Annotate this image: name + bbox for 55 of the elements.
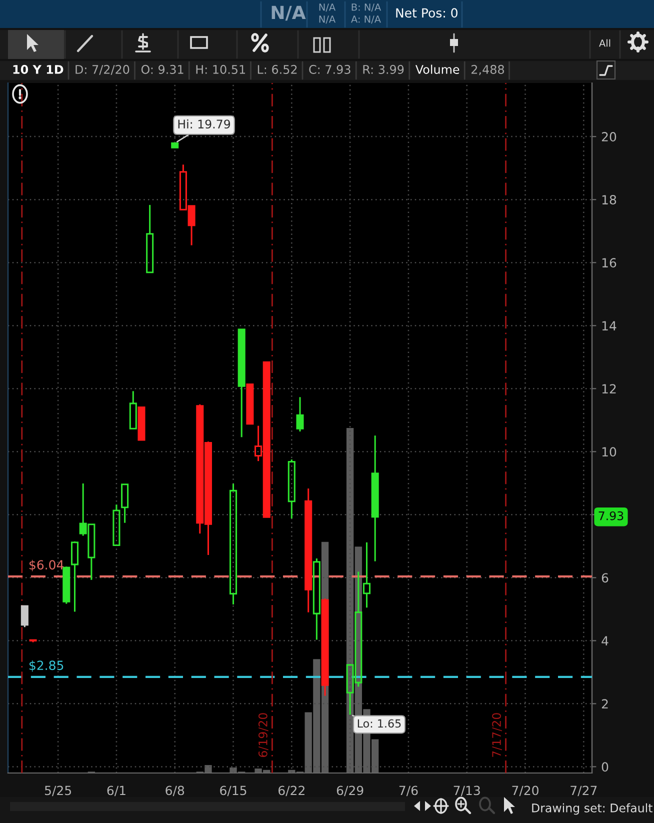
x-tick-label: 7/13 — [454, 786, 480, 796]
x-tick-label: 7/6 — [399, 786, 418, 796]
ref-line-label: $2.85 — [29, 660, 64, 672]
candlestick — [146, 204, 154, 274]
ref-line-label: $6.04 — [29, 560, 64, 572]
text: 7.93 — [598, 511, 624, 520]
y-tick-label: 20 — [602, 132, 616, 142]
candlestick — [371, 434, 379, 562]
candlestick — [138, 406, 146, 441]
y-tick-label: 0 — [602, 762, 608, 772]
x-tick-label: 6/1 — [107, 786, 126, 796]
x-tick-label: 6/8 — [166, 786, 184, 796]
ref-line-label: 6/19/20 — [258, 713, 268, 757]
text: 2,488 — [472, 64, 504, 76]
text: A: N/A — [351, 16, 381, 24]
text: Volume — [415, 64, 460, 74]
y-tick-label: 14 — [602, 321, 616, 330]
y-tick-label: 18 — [602, 195, 616, 204]
candlestick — [296, 396, 304, 432]
candlestick — [238, 328, 246, 438]
chart-title: 10 Y 1D — [13, 64, 64, 74]
x-tick-label: 7/27 — [570, 786, 597, 796]
x-tick-label: 6/22 — [278, 786, 304, 796]
text: D: 7/2/20 — [76, 64, 130, 75]
ref-line-label: 7/17/20 — [492, 713, 502, 757]
candlestick — [171, 142, 179, 148]
candlestick — [129, 390, 137, 430]
text: All — [599, 39, 610, 47]
y-tick-label: 2 — [602, 699, 608, 708]
text: R: 3.99 — [363, 64, 404, 74]
x-tick-label: 5/25 — [44, 786, 71, 796]
x-tick-label: 7/20 — [512, 786, 538, 796]
candlestick — [246, 383, 254, 425]
x-tick-label: 6/29 — [336, 786, 364, 796]
y-tick-label: 10 — [602, 447, 616, 457]
text: L: 6.52 — [258, 64, 297, 74]
text: C: 7.93 — [309, 64, 350, 74]
x-tick-label: 6/15 — [220, 786, 246, 796]
annotation: Hi: 19.79 — [178, 119, 230, 129]
candlestick — [121, 484, 129, 524]
text: Net Pos: 0 — [396, 8, 458, 18]
text: B: N/A — [352, 4, 382, 12]
text: O: 9.31 — [141, 64, 184, 74]
y-tick-label: 16 — [602, 258, 616, 268]
text: Drawing set: Default — [532, 803, 652, 815]
y-tick-label: 4 — [602, 636, 608, 646]
text: H: 10.51 — [196, 64, 246, 74]
text: N/A — [319, 16, 336, 24]
y-tick-label: 12 — [602, 384, 616, 394]
text: N/A — [272, 6, 306, 21]
y-tick-label: 6 — [602, 573, 608, 583]
annotation: Lo: 1.65 — [358, 719, 401, 728]
text: N/A — [319, 4, 336, 12]
candlestick — [304, 488, 312, 614]
candlestick — [362, 542, 371, 608]
